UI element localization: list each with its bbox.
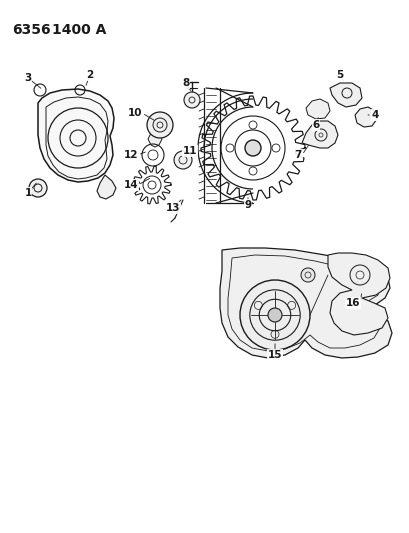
- Text: 8: 8: [182, 78, 189, 88]
- Polygon shape: [220, 248, 391, 358]
- Text: 4: 4: [371, 110, 378, 120]
- Circle shape: [267, 308, 281, 322]
- Circle shape: [147, 112, 173, 138]
- Polygon shape: [148, 131, 162, 147]
- Text: 7: 7: [294, 150, 301, 160]
- Polygon shape: [38, 89, 114, 182]
- Text: 2: 2: [86, 70, 93, 80]
- Polygon shape: [301, 121, 337, 148]
- Circle shape: [239, 280, 309, 350]
- Circle shape: [245, 140, 261, 156]
- Text: 15: 15: [267, 350, 281, 360]
- Text: 6: 6: [312, 120, 319, 130]
- Circle shape: [184, 92, 200, 108]
- Text: 6356: 6356: [12, 23, 50, 37]
- Text: 1400 A: 1400 A: [52, 23, 106, 37]
- Text: 5: 5: [335, 70, 343, 80]
- Text: 14: 14: [123, 180, 138, 190]
- Text: 9: 9: [244, 200, 251, 210]
- Circle shape: [173, 151, 191, 169]
- Text: 11: 11: [182, 146, 197, 156]
- Text: 16: 16: [345, 298, 359, 308]
- Text: 1: 1: [24, 188, 31, 198]
- Text: 3: 3: [24, 73, 31, 83]
- Polygon shape: [354, 107, 376, 127]
- Polygon shape: [305, 99, 329, 119]
- Circle shape: [29, 179, 47, 197]
- Text: 12: 12: [123, 150, 138, 160]
- Polygon shape: [329, 83, 361, 107]
- Polygon shape: [97, 175, 116, 199]
- Polygon shape: [327, 253, 389, 335]
- Text: 10: 10: [127, 108, 142, 118]
- Circle shape: [300, 268, 314, 282]
- Text: 13: 13: [165, 203, 180, 213]
